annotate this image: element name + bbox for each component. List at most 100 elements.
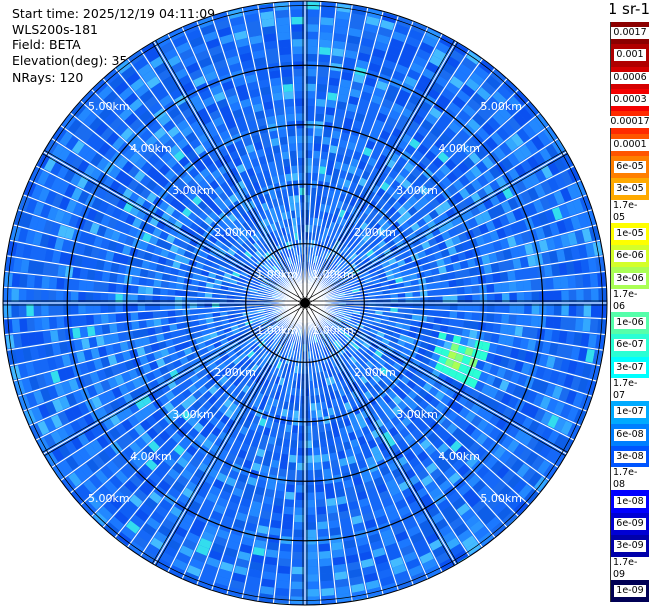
range-gate-cell — [360, 253, 369, 262]
range-gate-cell — [349, 355, 358, 364]
range-gate-cell — [86, 233, 97, 246]
range-gate-cell — [390, 307, 398, 313]
range-gate-cell — [366, 349, 375, 357]
range-gate-cell — [501, 470, 516, 484]
range-gate-cell — [169, 198, 181, 209]
range-gate-cell — [54, 237, 65, 251]
range-gate-cell — [370, 601, 386, 605]
range-gate-cell — [259, 317, 268, 323]
range-gate-cell — [153, 127, 167, 140]
range-gate-cell — [376, 561, 391, 573]
range-gate-cell — [176, 276, 185, 284]
range-gate-cell — [445, 264, 455, 273]
range-gate-cell — [290, 349, 295, 358]
range-gate-cell — [412, 445, 424, 456]
range-gate-cell — [37, 345, 47, 359]
range-gate-cell — [17, 228, 29, 243]
range-gate-cell — [265, 337, 273, 345]
range-gate-cell — [234, 369, 243, 378]
range-gate-cell — [551, 330, 561, 343]
range-gate-cell — [533, 152, 546, 167]
range-gate-cell — [456, 311, 465, 320]
range-gate-cell — [246, 218, 254, 228]
range-gate-cell — [258, 329, 266, 336]
range-gate-cell — [355, 227, 364, 237]
range-gate-cell — [345, 546, 358, 557]
range-gate-cell — [354, 112, 366, 123]
range-gate-cell — [370, 55, 384, 66]
range-gate-cell — [365, 15, 380, 27]
range-gate-cell — [47, 357, 57, 371]
range-gate-cell — [285, 257, 291, 266]
range-gate-cell — [109, 117, 123, 131]
range-gate-cell — [508, 96, 523, 111]
range-gate-cell — [519, 338, 529, 350]
range-gate-cell — [86, 269, 96, 280]
range-gate-cell — [510, 459, 524, 473]
range-gate-cell — [121, 406, 133, 418]
range-gate-cell — [219, 375, 229, 385]
range-gate-cell — [197, 406, 208, 416]
range-gate-cell — [396, 380, 406, 390]
range-gate-cell — [117, 362, 128, 373]
range-gate-cell — [224, 187, 234, 198]
range-gate-cell — [360, 153, 370, 164]
range-gate-cell — [563, 345, 573, 359]
range-gate-cell — [246, 20, 261, 30]
range-gate-cell — [172, 132, 185, 144]
range-gate-cell — [425, 61, 440, 74]
range-gate-cell — [282, 76, 293, 85]
range-gate-cell — [190, 285, 199, 292]
range-gate-cell — [466, 338, 476, 348]
range-gate-cell — [292, 342, 297, 351]
range-gate-cell — [26, 275, 35, 288]
range-gate-cell — [42, 330, 52, 344]
range-gate-cell — [360, 221, 368, 231]
range-gate-cell — [204, 216, 214, 226]
range-gate-cell — [275, 490, 285, 499]
range-gate-cell — [252, 103, 264, 113]
range-gate-cell — [249, 508, 261, 518]
range-gate-cell — [560, 276, 569, 289]
range-gate-cell — [214, 437, 225, 448]
range-gate-cell — [276, 262, 283, 270]
range-gate-cell — [114, 242, 125, 254]
range-gate-cell — [410, 427, 422, 439]
range-gate-cell — [392, 201, 402, 211]
range-gate-cell — [324, 251, 331, 260]
range-gate-cell — [68, 378, 79, 392]
range-gate-cell — [355, 369, 364, 379]
range-gate-cell — [152, 295, 161, 303]
range-gate-cell — [447, 140, 460, 153]
range-gate-cell — [218, 202, 228, 212]
range-gate-cell — [98, 106, 113, 121]
range-gate-cell — [533, 199, 545, 213]
range-gate-cell — [229, 167, 239, 177]
range-gate-cell — [153, 246, 163, 256]
range-gate-cell — [130, 294, 138, 303]
range-gate-cell — [112, 455, 125, 469]
range-gate-cell — [402, 385, 412, 395]
range-gate-cell — [512, 522, 528, 537]
range-gate-cell — [96, 435, 109, 449]
range-gate-cell — [166, 216, 177, 227]
range-gate-cell — [251, 283, 260, 288]
range-gate-cell — [203, 184, 214, 195]
range-gate-cell — [253, 141, 263, 151]
range-gate-cell — [545, 485, 560, 501]
range-gate-cell — [175, 179, 187, 191]
range-gate-cell — [410, 532, 424, 544]
range-gate-cell — [73, 255, 83, 267]
range-gate-cell — [310, 395, 316, 404]
range-gate-cell — [212, 479, 225, 490]
range-gate-cell — [317, 83, 327, 93]
range-gate-cell — [106, 132, 120, 146]
range-gate-cell — [570, 215, 582, 230]
range-gate-cell — [26, 304, 34, 317]
range-gate-cell — [432, 157, 444, 169]
range-gate-cell — [401, 179, 412, 190]
range-gate-cell — [272, 265, 279, 273]
range-gate-cell — [251, 500, 262, 511]
range-gate-cell — [449, 303, 458, 311]
range-gate-cell — [100, 127, 114, 141]
